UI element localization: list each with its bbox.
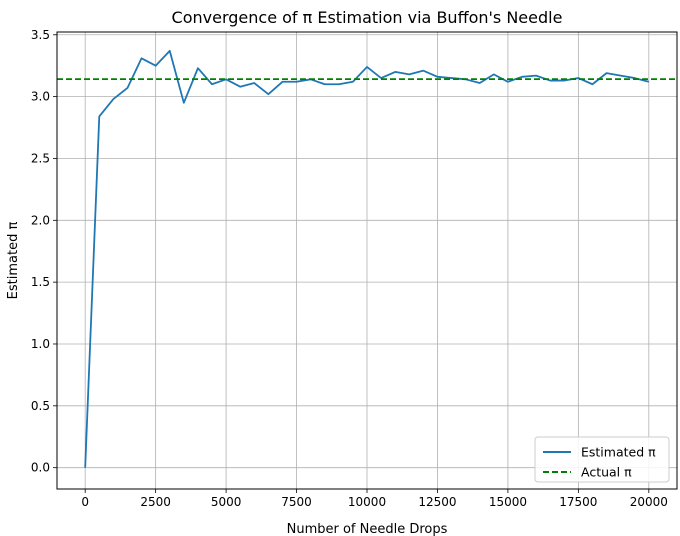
chart-title: Convergence of π Estimation via Buffon's… [172, 8, 563, 27]
x-tick-label: 10000 [348, 495, 386, 509]
legend: Estimated π Actual π [534, 436, 670, 483]
y-tick-label: 0.0 [31, 461, 50, 475]
legend-label-actual: Actual π [581, 465, 632, 480]
x-tick-label: 0 [81, 495, 89, 509]
y-tick-label: 0.5 [31, 399, 50, 413]
y-axis-ticks: 0.0 0.5 1.0 1.5 2.0 2.5 3.0 3.5 [31, 28, 57, 475]
y-tick-label: 3.0 [31, 90, 50, 104]
y-tick-label: 2.0 [31, 213, 50, 227]
y-tick-label: 1.5 [31, 275, 50, 289]
x-tick-label: 15000 [489, 495, 527, 509]
y-tick-label: 3.5 [31, 28, 50, 42]
grid [57, 32, 677, 489]
x-tick-label: 2500 [140, 495, 171, 509]
x-tick-label: 5000 [211, 495, 242, 509]
y-axis-label: Estimated π [6, 222, 21, 300]
series-estimated-line [84, 49, 650, 468]
plot-area [57, 49, 677, 468]
x-axis-ticks: 0 2500 5000 7500 10000 12500 15000 17500 20000 [81, 489, 668, 509]
x-tick-label: 20000 [630, 495, 668, 509]
y-tick-label: 1.0 [31, 337, 50, 351]
x-tick-label: 12500 [418, 495, 456, 509]
x-tick-label: 7500 [281, 495, 312, 509]
y-tick-label: 2.5 [31, 151, 50, 165]
legend-box [534, 436, 670, 483]
legend-label-estimated: Estimated π [581, 445, 656, 460]
x-axis-label: Number of Needle Drops [287, 522, 448, 536]
x-tick-label: 17500 [559, 495, 597, 509]
